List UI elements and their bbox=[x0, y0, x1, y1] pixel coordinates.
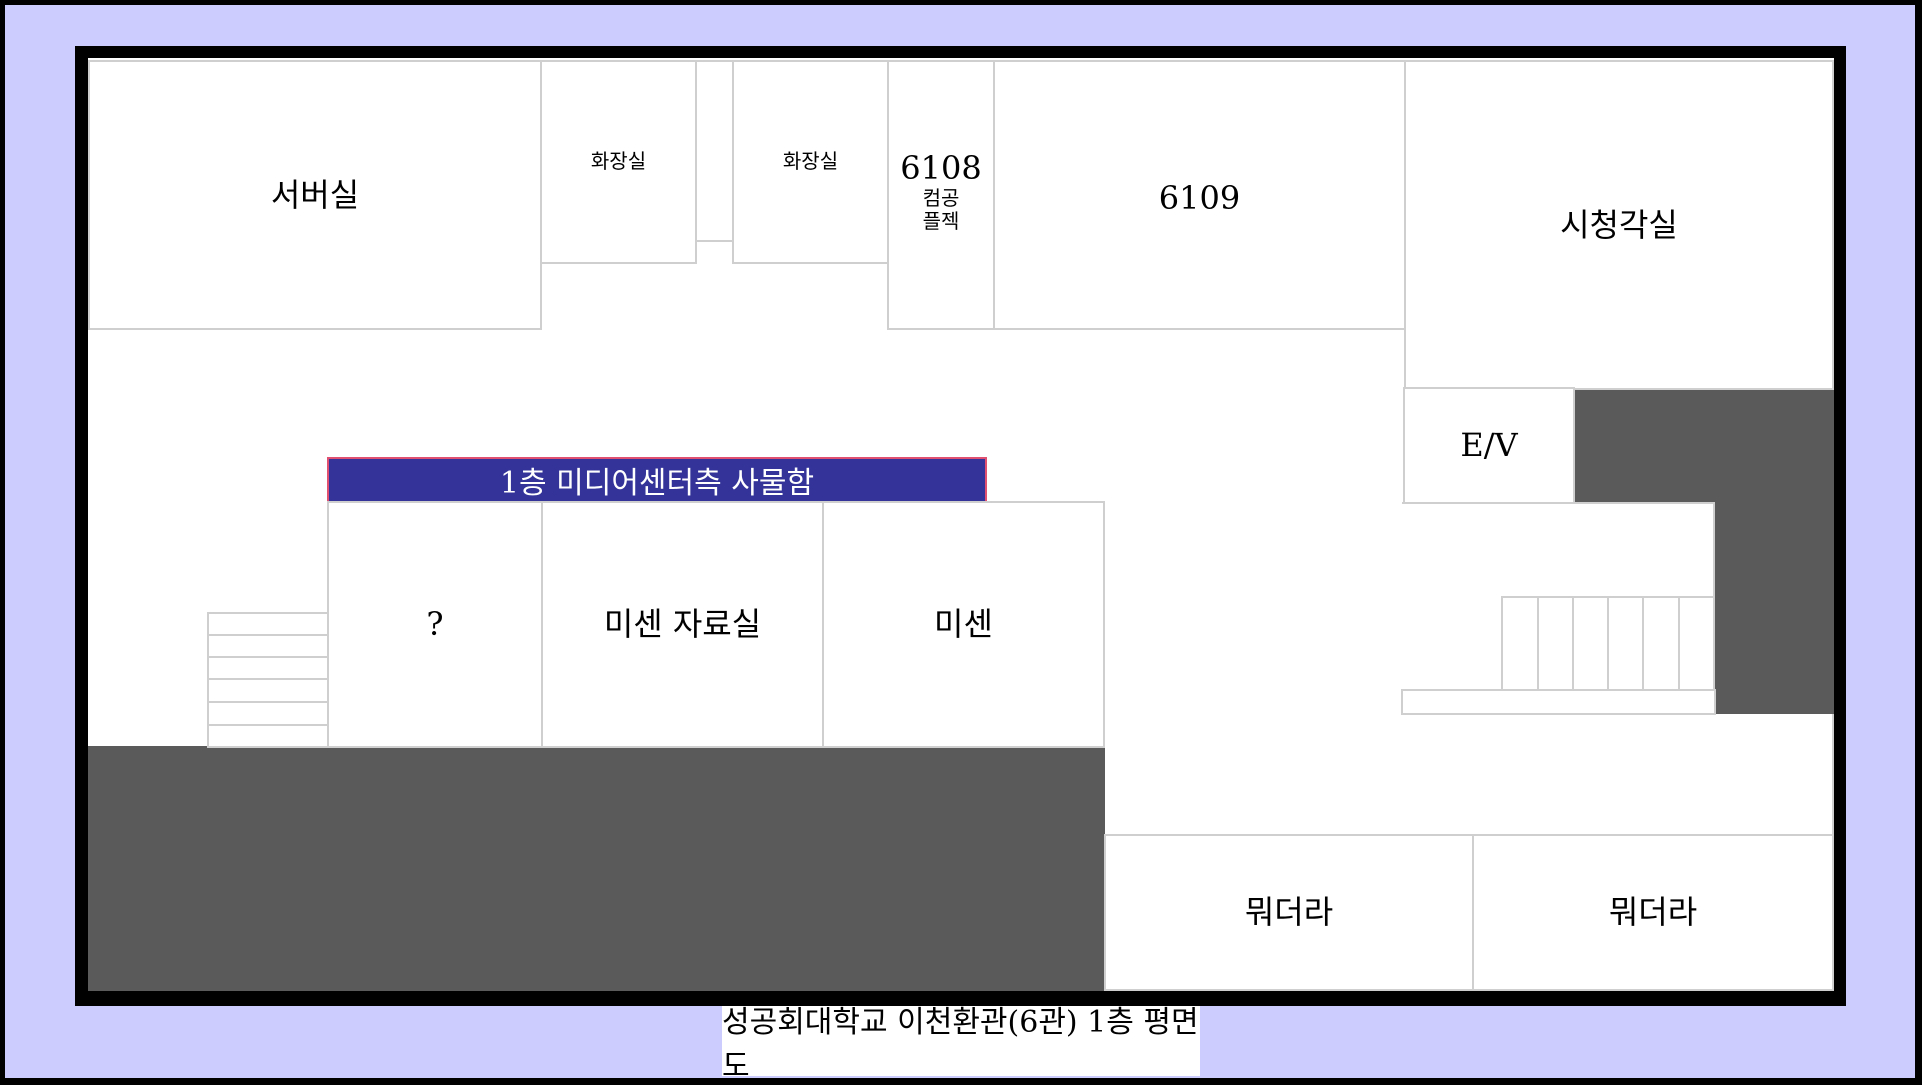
room-6108[interactable]: 6108 컴공 플젝 bbox=[887, 60, 995, 330]
elevator[interactable]: E/V bbox=[1403, 387, 1575, 504]
stair-east-step-bar bbox=[1401, 689, 1716, 715]
room-6109-label: 6109 bbox=[1158, 179, 1241, 217]
room-server-label: 서버실 bbox=[270, 175, 360, 214]
room-unknown-1-label: 뭐더라 bbox=[1244, 893, 1334, 932]
room-6109[interactable]: 6109 bbox=[993, 60, 1406, 330]
blocked-area-south bbox=[88, 746, 1105, 991]
room-av[interactable]: 시청각실 bbox=[1404, 60, 1834, 390]
stair-west-step-line bbox=[207, 678, 329, 680]
room-misen-archive-label: 미센 자료실 bbox=[603, 605, 762, 644]
map-caption-label: 성공회대학교 이천환관(6관) 1층 평면도 bbox=[722, 1005, 1199, 1084]
stair-east-step-line bbox=[1607, 596, 1609, 691]
room-6108-label-line1: 컴공 bbox=[922, 185, 960, 210]
room-unknown[interactable]: ? bbox=[327, 501, 543, 748]
room-misen-archive[interactable]: 미센 자료실 bbox=[541, 501, 824, 748]
room-restroom-1-label: 화장실 bbox=[590, 149, 647, 173]
stair-east-step-line bbox=[1572, 596, 1574, 691]
stair-east-step-line bbox=[1678, 596, 1680, 691]
room-misen-label: 미센 bbox=[934, 605, 993, 644]
east-corridor-wall bbox=[1832, 714, 1834, 836]
stair-west-step-line bbox=[207, 724, 329, 726]
map-caption: 성공회대학교 이천환관(6관) 1층 평면도 bbox=[722, 1005, 1200, 1084]
restroom-passage bbox=[695, 60, 734, 242]
room-unknown-label: ? bbox=[426, 605, 444, 644]
locker-banner-label: 1층 미디어센터측 사물함 bbox=[499, 466, 815, 501]
room-misen[interactable]: 미센 bbox=[822, 501, 1105, 748]
stair-east-step-line bbox=[1642, 596, 1644, 691]
room-6108-label-line2: 플젝 bbox=[922, 208, 960, 233]
room-unknown-1[interactable]: 뭐더라 bbox=[1104, 834, 1474, 991]
room-restroom-2[interactable]: 화장실 bbox=[732, 60, 889, 264]
room-restroom-2-label: 화장실 bbox=[782, 149, 839, 173]
locker-banner[interactable]: 1층 미디어센터측 사물함 bbox=[327, 457, 987, 503]
stair-west bbox=[207, 612, 329, 748]
room-6108-number: 6108 bbox=[900, 149, 982, 187]
elevator-label: E/V bbox=[1460, 426, 1518, 465]
stair-west-step-line bbox=[207, 634, 329, 636]
room-restroom-1[interactable]: 화장실 bbox=[540, 60, 697, 264]
stair-west-step-line bbox=[207, 656, 329, 658]
room-unknown-2-label: 뭐더라 bbox=[1608, 893, 1698, 932]
stair-west-step-line bbox=[207, 701, 329, 703]
room-unknown-2[interactable]: 뭐더라 bbox=[1472, 834, 1834, 991]
room-server[interactable]: 서버실 bbox=[88, 60, 542, 330]
room-av-label: 시청각실 bbox=[1560, 205, 1678, 244]
stair-east-step-line bbox=[1537, 596, 1539, 691]
